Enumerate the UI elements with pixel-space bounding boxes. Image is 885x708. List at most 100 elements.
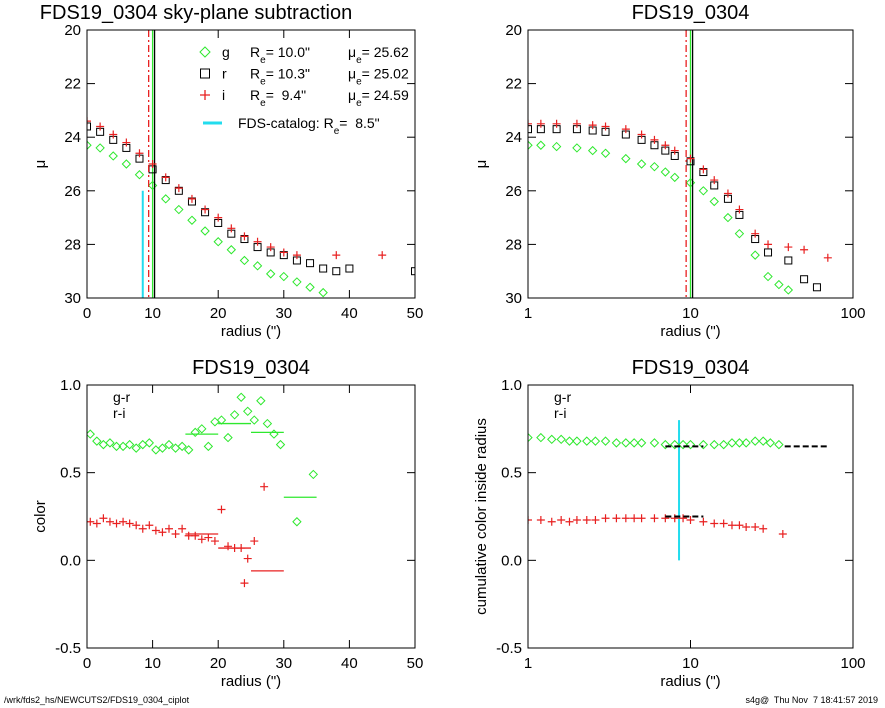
plus-point — [751, 229, 760, 238]
plus-point — [112, 519, 121, 528]
plot-area — [87, 30, 415, 298]
plus-point — [582, 516, 591, 525]
panel: FDS19_0304 sky-plane subtraction radius (… — [32, 2, 423, 340]
x-tick-label: 10 — [682, 655, 699, 672]
square-point — [332, 267, 341, 276]
diamond-point — [734, 438, 745, 448]
legend-name: i — [222, 87, 225, 103]
panel-title: FDS19_0304 sky-plane subtraction — [40, 2, 352, 24]
diamond-point — [318, 287, 328, 298]
plus-point — [699, 165, 708, 174]
diamond-point — [236, 392, 246, 402]
x-tick-label: 30 — [275, 655, 292, 672]
diamond-point — [750, 250, 760, 260]
diamond-point — [134, 170, 145, 180]
diamond-point — [249, 415, 259, 425]
diamond-point — [105, 438, 115, 448]
plus-point — [742, 523, 751, 532]
x-tick-label: 100 — [840, 305, 865, 322]
y-tick-label: 1.0 — [60, 377, 81, 394]
diamond-point — [292, 277, 302, 287]
x-axis-label: radius (") — [660, 673, 720, 690]
x-tick-label: 1 — [524, 305, 532, 322]
diamond-point — [600, 436, 611, 446]
diamond-point — [582, 436, 592, 446]
plus-point — [292, 251, 301, 260]
diamond-point — [226, 245, 237, 255]
plus-point — [161, 173, 170, 182]
diamond-point — [87, 140, 92, 150]
x-tick-label: 40 — [341, 655, 358, 672]
plus-point — [187, 194, 196, 203]
y-axis-label: cumulative color inside radius — [473, 418, 490, 615]
plus-point — [759, 524, 768, 533]
diamond-point — [590, 436, 601, 446]
square-point — [306, 259, 315, 268]
x-tick-label: 40 — [341, 305, 358, 322]
diamond-point — [551, 141, 562, 152]
y-tick-label: 0.5 — [60, 465, 81, 482]
legend-marker — [200, 90, 210, 100]
x-tick-label: 100 — [840, 655, 865, 672]
x-tick-label: 1 — [524, 655, 532, 672]
plus-point — [99, 514, 108, 523]
y-axis-label: μ — [473, 160, 490, 169]
plus-point — [764, 240, 773, 249]
diamond-point — [279, 271, 289, 282]
plus-point — [670, 146, 679, 155]
plus-point — [679, 514, 688, 523]
diamond-point — [536, 432, 546, 443]
plus-point — [650, 135, 659, 144]
diamond-point — [292, 517, 302, 527]
plus-point — [122, 138, 131, 147]
legend-catalog: FDS-catalog: Re= 8.5" — [238, 115, 380, 137]
diamond-point — [774, 439, 784, 450]
diamond-point — [621, 153, 631, 164]
diamond-point — [600, 148, 611, 158]
diamond-point — [157, 443, 168, 453]
legend-name: r — [222, 66, 227, 82]
diamond-point — [305, 282, 315, 292]
diamond-point — [223, 432, 233, 443]
diamond-point — [741, 438, 751, 448]
plus-point — [552, 119, 561, 128]
plus-point — [378, 251, 387, 260]
diamond-point — [621, 438, 631, 448]
diamond-point — [572, 436, 582, 446]
diamond-point — [262, 418, 273, 429]
diamond-point — [528, 432, 533, 443]
plus-point — [735, 521, 744, 530]
y-tick-label: 28 — [64, 236, 81, 253]
x-axis-label: radius (") — [221, 673, 281, 690]
plus-point — [214, 213, 223, 222]
plus-point — [109, 130, 118, 139]
diamond-point — [229, 410, 240, 420]
diamond-point — [765, 438, 776, 448]
legend-mue: μe= 25.02 — [348, 66, 409, 88]
legend-marker — [200, 68, 210, 79]
y-tick-label: 0.5 — [501, 465, 522, 482]
legend-marker — [199, 46, 211, 58]
legend-name: g — [222, 44, 230, 60]
diamond-point — [275, 439, 286, 450]
plus-point — [557, 516, 566, 525]
plus-point — [710, 176, 719, 185]
x-axis-label: radius (") — [221, 323, 281, 340]
legend-mue: μe= 25.62 — [348, 44, 409, 66]
diamond-point — [670, 172, 680, 183]
diamond-point — [636, 159, 647, 169]
diamond-point — [256, 396, 266, 406]
plus-point — [637, 514, 646, 523]
plus-point — [174, 184, 183, 193]
y-tick-label: 30 — [505, 290, 522, 307]
y-tick-label: 30 — [64, 290, 81, 307]
plus-point — [536, 119, 545, 128]
diamond-point — [536, 140, 546, 150]
footer-timestamp: s4g@ Thu Nov 7 18:41:57 2019 — [745, 695, 878, 705]
diamond-point — [727, 438, 737, 448]
plus-point — [260, 482, 269, 491]
